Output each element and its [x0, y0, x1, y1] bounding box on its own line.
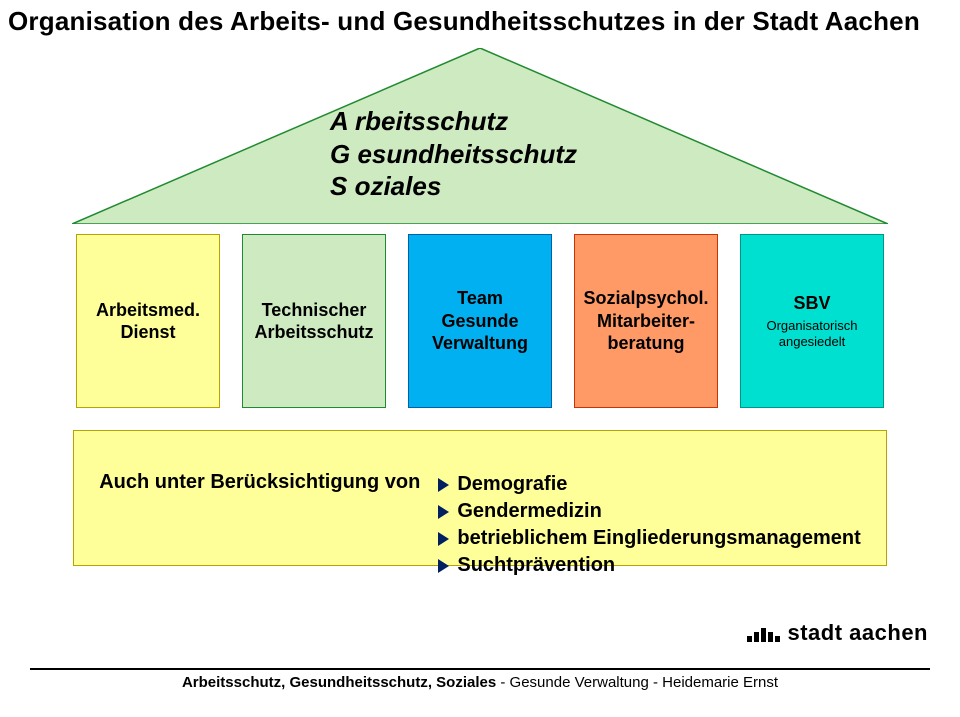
footer-bold: Arbeitsschutz, Gesundheitsschutz, Sozial… — [182, 674, 496, 691]
city-logo: stadt aachen — [747, 620, 929, 647]
base-list: DemografieGendermedizinbetrieblichem Ein… — [438, 471, 860, 579]
pillar-label: Sozialpsychol.Mitarbeiter-beratung — [583, 287, 708, 355]
footer-light: - Gesunde Verwaltung - Heidemarie Ernst — [496, 674, 778, 691]
base-list-label: betrieblichem Eingliederungsmanagement — [457, 525, 860, 552]
pillar-label: Arbeitsmed.Dienst — [96, 299, 200, 344]
triangle-bullet-icon — [438, 505, 449, 519]
base-list-item: betrieblichem Eingliederungsmanagement — [438, 525, 860, 552]
base-list-item: Gendermedizin — [438, 498, 860, 525]
pillar-3: Sozialpsychol.Mitarbeiter-beratung — [574, 234, 718, 408]
base-list-label: Suchtprävention — [457, 552, 615, 579]
roof-line: G esundheitsschutz — [330, 138, 630, 171]
pillar-subtext: Organisatorisch angesiedelt — [745, 318, 879, 351]
base-lead-text: Auch unter Berücksichtigung von — [99, 471, 420, 494]
page-title: Organisation des Arbeits- und Gesundheit… — [0, 0, 960, 43]
triangle-bullet-icon — [438, 478, 449, 492]
triangle-bullet-icon — [438, 559, 449, 573]
footer: Arbeitsschutz, Gesundheitsschutz, Sozial… — [30, 668, 930, 691]
roof-line: S oziales — [330, 170, 630, 203]
pillar-2: TeamGesundeVerwaltung — [408, 234, 552, 408]
pillar-1: TechnischerArbeitsschutz — [242, 234, 386, 408]
base-list-item: Demografie — [438, 471, 860, 498]
pillar-label: TechnischerArbeitsschutz — [254, 299, 373, 344]
slide: Organisation des Arbeits- und Gesundheit… — [0, 0, 960, 717]
pillars-row: Arbeitsmed.Dienst TechnischerArbeitsschut… — [76, 234, 884, 408]
pillar-label: SBV — [793, 292, 830, 315]
logo-bars-icon — [747, 628, 782, 647]
triangle-bullet-icon — [438, 532, 449, 546]
base-list-item: Suchtprävention — [438, 552, 860, 579]
base-list-label: Gendermedizin — [457, 498, 601, 525]
base-list-label: Demografie — [457, 471, 567, 498]
pillar-0: Arbeitsmed.Dienst — [76, 234, 220, 408]
pillar-4: SBV Organisatorisch angesiedelt — [740, 234, 884, 408]
roof-text: A rbeitsschutzG esundheitsschutzS oziale… — [330, 105, 630, 203]
roof-line: A rbeitsschutz — [330, 105, 630, 138]
logo-text: stadt aachen — [788, 620, 929, 645]
base-box: Auch unter Berücksichtigung von Demograf… — [73, 430, 887, 566]
pillar-label: TeamGesundeVerwaltung — [432, 287, 528, 355]
